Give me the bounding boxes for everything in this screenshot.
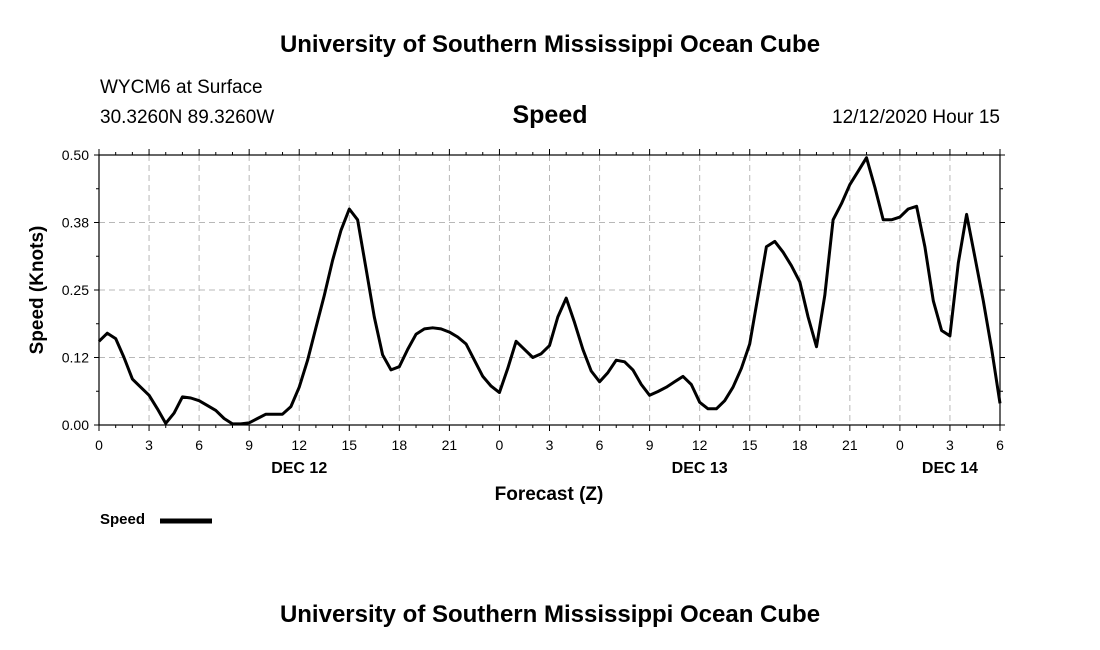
x-tick-label: 15 xyxy=(341,437,357,453)
x-tick-label: 21 xyxy=(842,437,858,453)
station-label: WYCM6 at Surface xyxy=(100,77,263,98)
legend: Speed xyxy=(100,511,212,528)
date-labels: DEC 12 DEC 13 DEC 14 xyxy=(271,460,978,477)
y-axis-label: Speed (Knots) xyxy=(27,226,48,355)
x-tick-label: 18 xyxy=(792,437,808,453)
x-tick-label: 12 xyxy=(291,437,307,453)
x-tick-label: 12 xyxy=(692,437,708,453)
x-axis-label: Forecast (Z) xyxy=(495,484,604,505)
date-label: DEC 13 xyxy=(672,460,728,477)
y-tick-label: 0.00 xyxy=(62,417,89,433)
chart-title-top: University of Southern Mississippi Ocean… xyxy=(279,31,821,58)
x-tick-label: 3 xyxy=(946,437,954,453)
y-tick-label: 0.12 xyxy=(62,350,89,366)
chart-title-bottom: University of Southern Mississippi Ocean… xyxy=(279,601,821,628)
x-tick-label: 0 xyxy=(896,437,904,453)
x-tick-label: 21 xyxy=(442,437,458,453)
x-axis-ticks: 0 3 6 9 12 15 18 21 0 3 6 9 12 15 18 21 0 3 6 xyxy=(95,149,1004,453)
y-tick-label: 0.38 xyxy=(62,215,89,231)
x-tick-label: 0 xyxy=(496,437,504,453)
grid-lines xyxy=(99,155,1000,425)
legend-label-speed: Speed xyxy=(100,511,145,528)
x-tick-label: 9 xyxy=(245,437,253,453)
x-tick-label: 3 xyxy=(145,437,153,453)
x-tick-label: 18 xyxy=(392,437,408,453)
x-tick-label: 15 xyxy=(742,437,758,453)
x-tick-label: 3 xyxy=(546,437,554,453)
series-line-speed xyxy=(97,156,1002,426)
y-axis-ticks: 0.00 0.12 0.25 0.38 0.50 xyxy=(62,147,1005,433)
x-tick-label: 6 xyxy=(596,437,604,453)
date-label: DEC 14 xyxy=(922,460,978,477)
x-tick-label: 6 xyxy=(195,437,203,453)
x-tick-label: 9 xyxy=(646,437,654,453)
x-tick-label: 6 xyxy=(996,437,1004,453)
y-tick-label: 0.50 xyxy=(62,147,89,163)
station-coords: 30.3260N 89.3260W xyxy=(100,107,275,128)
run-time-label: 12/12/2020 Hour 15 xyxy=(832,107,1000,128)
x-tick-label: 0 xyxy=(95,437,103,453)
variable-title: Speed xyxy=(512,101,588,129)
y-tick-label: 0.25 xyxy=(62,282,89,298)
date-label: DEC 12 xyxy=(271,460,327,477)
